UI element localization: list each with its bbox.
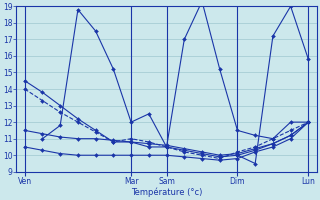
X-axis label: Température (°c): Température (°c) <box>131 188 202 197</box>
